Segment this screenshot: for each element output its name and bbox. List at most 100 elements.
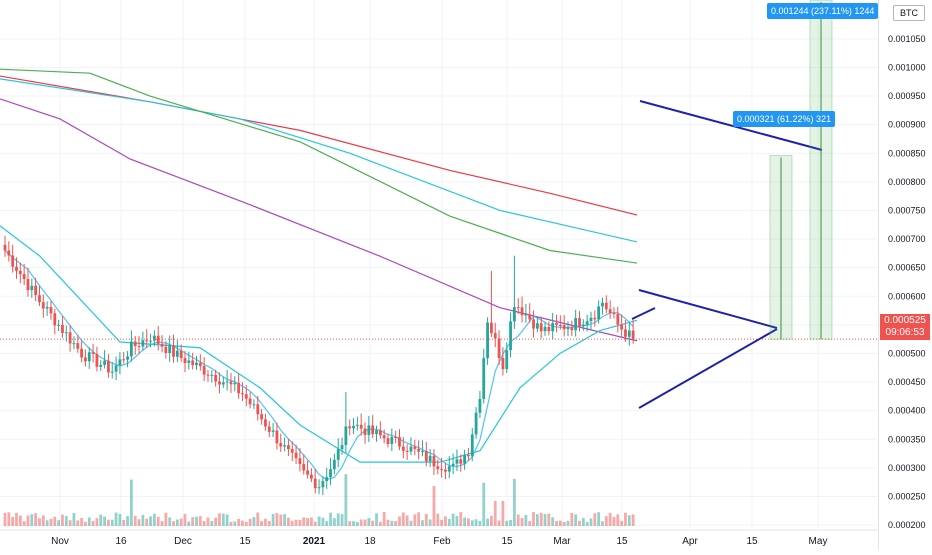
candle-body <box>520 307 524 316</box>
candle-body <box>390 437 394 444</box>
volume-bar <box>424 514 428 526</box>
volume-bar <box>64 516 68 526</box>
price-tick-label: 0.000350 <box>888 434 926 444</box>
volume-bar <box>80 517 83 526</box>
candle-body <box>229 381 233 385</box>
volume-bar <box>509 520 512 526</box>
price-tick-label: 0.000650 <box>888 263 926 273</box>
volume-bar <box>53 516 57 526</box>
candle-body <box>421 451 424 453</box>
candle-body <box>110 371 114 373</box>
volume-bar <box>34 513 38 526</box>
volume-bar <box>248 518 252 526</box>
candle-body <box>49 307 53 314</box>
volume-bar <box>218 513 221 526</box>
volume-bar <box>114 512 118 526</box>
candle-body <box>64 332 68 334</box>
candle-body <box>348 426 352 429</box>
volume-bar <box>535 514 539 526</box>
volume-bar <box>574 514 578 526</box>
candle-body <box>616 314 620 325</box>
candle-body <box>275 430 279 444</box>
moving-averages <box>0 68 638 481</box>
volume-bar <box>202 521 206 526</box>
volume-bar <box>38 518 41 526</box>
volume-bar <box>562 521 566 526</box>
candle-body <box>133 341 137 347</box>
time-tick-label: 15 <box>616 536 628 547</box>
candle-body <box>467 455 470 457</box>
volume-bar <box>198 516 202 526</box>
measure-label-1[interactable]: 0.000321 (61.22%) 321 <box>733 111 836 127</box>
time-tick-label: Dec <box>174 536 192 547</box>
candle-body <box>7 250 11 256</box>
candle-body <box>225 381 229 383</box>
volume-bar <box>493 501 497 526</box>
volume-bar <box>332 518 336 526</box>
volume-bar <box>463 517 466 526</box>
volume-bar <box>616 514 620 526</box>
candle-body <box>313 478 317 489</box>
volume-bar <box>581 518 585 526</box>
volume-bar <box>152 513 156 526</box>
candle-body <box>470 434 474 457</box>
volume-bar <box>306 518 309 526</box>
candle-body <box>608 309 612 313</box>
currency-badge[interactable]: BTC <box>893 5 925 21</box>
ma-line-green <box>0 68 638 264</box>
candle-body <box>302 464 306 471</box>
candle-body <box>355 424 359 426</box>
time-axis: Nov 16 Dec 15 2021 18 Feb 15 Mar 15 Apr 15 May <box>0 529 878 547</box>
volume-bar <box>631 514 635 526</box>
volume-bar <box>516 514 520 526</box>
price-tick-label: 0.001050 <box>888 34 926 44</box>
time-tick-label: 2021 <box>303 536 326 547</box>
candle-body <box>179 350 183 358</box>
volume-bar <box>551 517 555 526</box>
volume-bars <box>3 474 635 526</box>
candle-body <box>172 345 175 357</box>
drawings[interactable] <box>0 0 878 409</box>
volume-bar <box>68 520 72 526</box>
volume-bar <box>91 520 95 526</box>
candle-body <box>490 322 493 334</box>
volume-bar <box>624 512 627 526</box>
last-price-label: 0.000525 09:06:53 <box>880 314 930 340</box>
candle-body <box>298 458 302 465</box>
candle-body <box>202 366 206 375</box>
volume-bar <box>225 514 229 526</box>
candle-body <box>428 455 432 462</box>
time-tick-label: 15 <box>239 536 251 547</box>
candle-body <box>424 451 428 462</box>
volume-bar <box>417 512 421 526</box>
candle-body <box>539 323 543 332</box>
volume-bar <box>313 521 317 526</box>
volume-bar <box>179 518 183 526</box>
volume-bar <box>436 513 440 526</box>
candle-body <box>624 329 627 337</box>
candle-body <box>512 307 516 322</box>
candle-body <box>532 319 535 329</box>
candle-body <box>493 333 497 339</box>
volume-bar <box>352 521 355 526</box>
volume-bar <box>355 521 359 526</box>
candlesticks[interactable] <box>3 235 635 496</box>
volume-bar <box>558 520 562 526</box>
measure-label-2[interactable]: 0.001244 (237.11%) 1244 <box>767 3 879 19</box>
volume-bar <box>187 521 191 526</box>
candle-body <box>72 343 76 345</box>
volume-bar <box>497 520 501 526</box>
candle-body <box>118 359 122 366</box>
candle-body <box>18 270 22 275</box>
candle-body <box>87 352 91 362</box>
volume-bar <box>61 514 64 526</box>
volume-bar <box>344 474 348 526</box>
volume-bar <box>57 520 61 526</box>
volume-bar <box>543 514 547 526</box>
candle-body <box>187 360 191 364</box>
candle-body <box>447 466 451 472</box>
price-axis[interactable]: 0.001050 0.001000 0.000950 0.000900 0.000850… <box>878 0 932 550</box>
volume-bar <box>578 520 581 526</box>
candle-body <box>455 459 459 464</box>
